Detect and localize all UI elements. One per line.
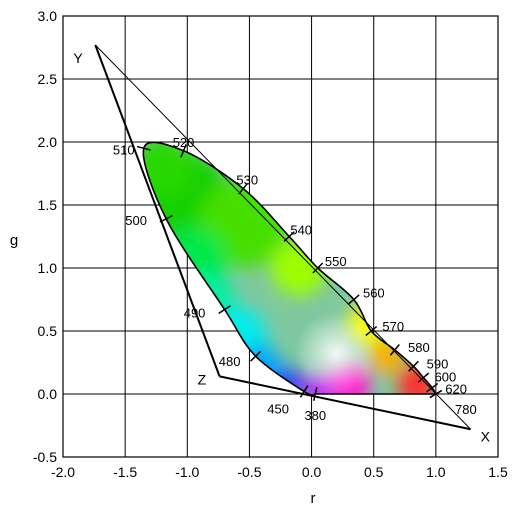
wavelength-label: 380 (304, 408, 326, 423)
x-tick-label: 1.5 (488, 464, 508, 480)
wavelength-label: 490 (184, 306, 206, 321)
y-tick-label: 1.5 (38, 197, 58, 213)
x-tick-label: 0.5 (364, 464, 384, 480)
y-tick-label: 2.5 (38, 71, 58, 87)
primaries-triangle: X Y Z (73, 44, 491, 444)
spectral-locus-fill (142, 141, 438, 396)
wavelength-label: 780 (455, 402, 477, 417)
y-tick-label: -0.5 (33, 449, 57, 465)
wavelength-label: 530 (236, 173, 258, 188)
x-tick-label: -0.5 (237, 464, 261, 480)
primary-vertex-label: Y (73, 50, 83, 66)
wavelength-tick (389, 344, 400, 356)
y-tick-label: 0.0 (38, 386, 58, 402)
primary-vertex-label: X (481, 428, 491, 444)
wavelength-tick (180, 144, 187, 158)
axis-tick-labels: -2.0 -1.5 -1.0 -0.5 0.0 0.5 1.0 1.5 -0.5 0.0 0.5 1.… (33, 8, 508, 480)
wavelength-label: 560 (363, 286, 385, 301)
wavelength-tick (218, 305, 231, 315)
triangle-edge-xy (94, 44, 472, 430)
wavelength-tick (417, 372, 430, 383)
y-axis-label: g (10, 232, 18, 249)
wavelength-labels: 380 450 480 490 500 510 520 530 540 550 560 570 5805… (113, 135, 477, 423)
wavelength-tick (159, 215, 173, 223)
x-axis-label: r (311, 490, 316, 507)
wavelength-tick (283, 231, 295, 242)
color-blob (268, 368, 305, 396)
wavelength-tick (299, 385, 309, 398)
wavelength-label: 540 (290, 223, 312, 238)
wavelength-label: 570 (382, 319, 404, 334)
y-tick-label: 0.5 (38, 323, 58, 339)
wavelength-label: 500 (125, 213, 147, 228)
x-tick-label: 1.0 (426, 464, 446, 480)
wavelength-tick (348, 294, 360, 305)
x-tick-label: 0.0 (302, 464, 322, 480)
wavelength-tick (408, 360, 419, 372)
wavelength-label: 520 (173, 135, 195, 150)
x-tick-label: -2.0 (51, 464, 75, 480)
x-tick-label: -1.5 (113, 464, 137, 480)
x-tick-label: -1.0 (175, 464, 199, 480)
wavelength-tick (312, 262, 324, 274)
wavelength-tick (250, 350, 262, 362)
wavelength-tick (313, 387, 318, 401)
y-tick-label: 3.0 (38, 8, 58, 24)
wavelength-label: 600 (435, 370, 457, 385)
wavelength-tick (365, 325, 378, 337)
locus-color-fill (143, 142, 436, 396)
y-tick-label: 1.0 (38, 260, 58, 276)
wavelength-tick (238, 182, 249, 195)
triangle-edge-yz (94, 44, 221, 377)
primary-vertex-label: Z (198, 371, 207, 387)
grid (62, 15, 499, 458)
wavelength-label: 510 (113, 142, 135, 157)
wavelength-tick (426, 382, 439, 393)
wavelength-label: 450 (267, 401, 289, 416)
wavelength-tick (429, 389, 443, 399)
wavelength-label: 590 (427, 356, 449, 371)
wavelength-label: 480 (219, 354, 241, 369)
wavelength-tick (136, 145, 151, 151)
spectral-locus-outline (142, 141, 438, 396)
white-point-glow (294, 311, 379, 396)
wavelength-label: 580 (408, 340, 430, 355)
wavelength-label: 620 (445, 382, 467, 397)
triangle-edge-zx (219, 375, 471, 431)
plot-frame (62, 15, 499, 458)
y-tick-label: 2.0 (38, 134, 58, 150)
wavelength-label: 550 (325, 254, 347, 269)
